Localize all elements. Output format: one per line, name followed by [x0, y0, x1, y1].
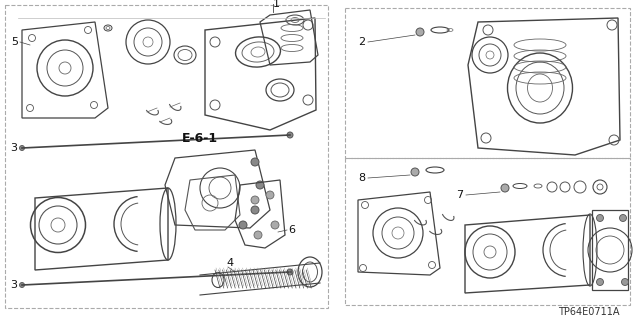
Circle shape: [287, 132, 293, 138]
Text: 1: 1: [273, 0, 280, 9]
Circle shape: [266, 191, 274, 199]
Text: 7: 7: [456, 190, 463, 200]
Circle shape: [256, 181, 264, 189]
Circle shape: [19, 146, 24, 150]
Text: 5: 5: [12, 37, 19, 47]
Circle shape: [501, 184, 509, 192]
Circle shape: [596, 214, 604, 221]
Text: 3: 3: [10, 143, 17, 153]
Bar: [5, 5, 328, 308]
Circle shape: [239, 221, 247, 229]
Text: 3: 3: [10, 280, 17, 290]
Text: E-6-1: E-6-1: [182, 132, 218, 145]
Circle shape: [251, 206, 259, 214]
Text: 4: 4: [227, 258, 234, 268]
Text: 8: 8: [358, 173, 365, 183]
Bar: [345, 8, 630, 158]
Circle shape: [411, 168, 419, 176]
Circle shape: [271, 221, 279, 229]
Circle shape: [621, 278, 628, 285]
Text: TP64E0711A: TP64E0711A: [559, 307, 620, 317]
Bar: [345, 158, 630, 305]
Circle shape: [416, 28, 424, 36]
Text: 6: 6: [289, 225, 296, 235]
Circle shape: [251, 196, 259, 204]
Circle shape: [19, 283, 24, 287]
Text: 2: 2: [358, 37, 365, 47]
Circle shape: [596, 278, 604, 285]
Circle shape: [620, 214, 627, 221]
Circle shape: [251, 158, 259, 166]
Circle shape: [254, 231, 262, 239]
Circle shape: [287, 269, 293, 275]
